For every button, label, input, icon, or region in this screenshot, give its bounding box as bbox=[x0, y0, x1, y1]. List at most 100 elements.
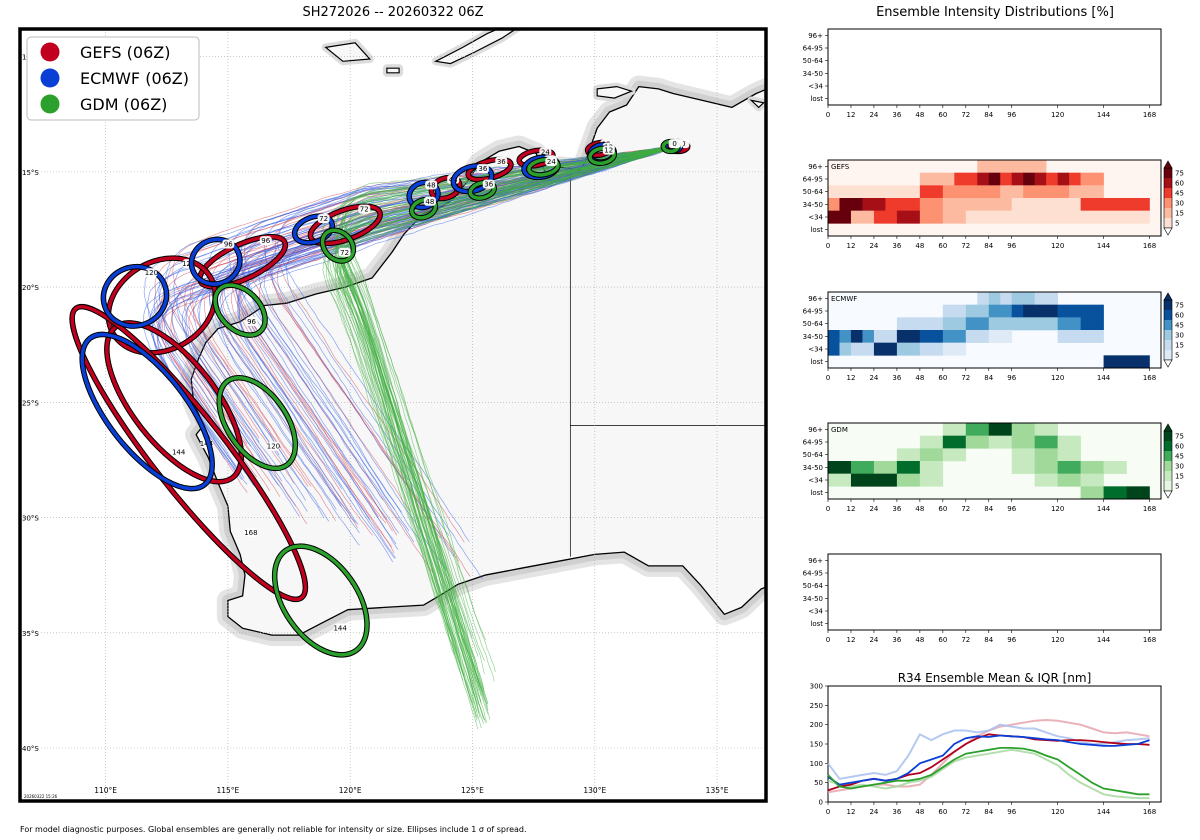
heatmap-cell bbox=[873, 461, 898, 474]
x-tick-label: 0 bbox=[826, 242, 830, 250]
colorbar-tick-label: 60 bbox=[1175, 312, 1184, 320]
r34-y-tick-label: 100 bbox=[810, 760, 823, 768]
heatmap-cell bbox=[896, 210, 921, 224]
ellipse-gdm-144 bbox=[272, 544, 369, 657]
heatmap-cell bbox=[873, 330, 898, 343]
x-tick-label: 24 bbox=[869, 374, 878, 382]
x-tick-label: 12 bbox=[847, 242, 856, 250]
x-tick-label: 24 bbox=[869, 505, 878, 513]
heatmap-cell bbox=[839, 342, 852, 356]
r34-x-tick-label: 144 bbox=[1097, 808, 1111, 816]
heatmap-cell bbox=[1023, 304, 1058, 318]
lon-label: 125°E bbox=[461, 786, 484, 795]
heatmap-cell bbox=[1023, 185, 1070, 199]
heatmap-cell bbox=[942, 342, 967, 356]
x-tick-label: 36 bbox=[892, 636, 901, 644]
colorbar-tick-label: 75 bbox=[1175, 302, 1184, 310]
ensemble-track bbox=[157, 146, 676, 485]
x-tick-label: 144 bbox=[1097, 242, 1111, 250]
y-tick-label: lost bbox=[810, 226, 823, 234]
r34-x-tick-label: 12 bbox=[847, 808, 856, 816]
heatmap-panel-name: GDM bbox=[831, 426, 848, 434]
heatmap-cell bbox=[1034, 448, 1058, 462]
ellipse-label-bg bbox=[338, 247, 351, 257]
x-tick-label: 96 bbox=[1007, 111, 1016, 119]
colorbar-segment bbox=[1164, 330, 1172, 340]
x-tick-label: 72 bbox=[961, 374, 970, 382]
heatmap-cell bbox=[1126, 486, 1150, 500]
heatmap-cell bbox=[1011, 304, 1024, 318]
heatmap-cell bbox=[954, 172, 978, 186]
x-tick-label: 0 bbox=[826, 374, 830, 382]
ellipse-label-bg bbox=[602, 145, 615, 155]
ellipse-hour-label: 0 bbox=[672, 140, 676, 148]
heatmap-cell bbox=[1080, 486, 1104, 500]
ellipse-hour-label: 120 bbox=[182, 260, 195, 268]
heatmap-cell bbox=[1057, 461, 1081, 474]
y-tick-label: 64-95 bbox=[803, 439, 823, 447]
x-tick-label: 84 bbox=[984, 505, 993, 513]
heatmap-cell bbox=[828, 342, 840, 356]
x-tick-label: 96 bbox=[1007, 242, 1016, 250]
ellipse-label-bg bbox=[476, 164, 489, 174]
r34-x-tick-label: 0 bbox=[826, 808, 830, 816]
heatmap-cell bbox=[988, 292, 1001, 305]
heatmap-cell bbox=[1057, 473, 1081, 487]
ellipse-hour-label: 96 bbox=[224, 240, 233, 248]
heatmap-cell bbox=[1034, 435, 1058, 449]
x-tick-label: 84 bbox=[984, 111, 993, 119]
ellipse-label-bg bbox=[267, 441, 280, 451]
colorbar-tick-label: 5 bbox=[1175, 220, 1179, 228]
y-tick-label: lost bbox=[810, 358, 823, 366]
colorbar-tick-label: 60 bbox=[1175, 443, 1184, 451]
heatmap-cell bbox=[965, 317, 990, 331]
ellipse-label-bg bbox=[245, 317, 258, 327]
colorbar-segment bbox=[1164, 188, 1172, 198]
legend-marker-0 bbox=[40, 42, 60, 62]
colorbar-segment bbox=[1164, 481, 1172, 491]
heatmap-cell bbox=[942, 304, 967, 318]
y-tick-label: 96+ bbox=[808, 32, 823, 40]
y-tick-label: 96+ bbox=[808, 557, 823, 565]
heatmap-cell bbox=[988, 172, 1001, 186]
ellipse-hour-label: 96 bbox=[261, 237, 270, 245]
heatmap-cell bbox=[1023, 172, 1035, 186]
colorbar-segment bbox=[1164, 451, 1172, 461]
y-tick-label: <34 bbox=[808, 608, 823, 616]
lon-label: 110°E bbox=[94, 786, 117, 795]
track-map: 0122436487296120144168012243648729612014… bbox=[18, 27, 768, 803]
colorbar-tick-label: 45 bbox=[1175, 453, 1184, 461]
legend-marker-1 bbox=[40, 68, 60, 88]
x-tick-label: 0 bbox=[826, 111, 830, 119]
x-tick-label: 168 bbox=[1143, 505, 1156, 513]
x-tick-label: 84 bbox=[984, 374, 993, 382]
heatmap-cell bbox=[896, 330, 921, 343]
y-tick-label: lost bbox=[810, 489, 823, 497]
heatmap-cell bbox=[1080, 473, 1104, 487]
x-tick-label: 168 bbox=[1143, 374, 1156, 382]
heatmap-cell bbox=[828, 461, 852, 474]
ensemble-track bbox=[341, 146, 676, 720]
heatmap-cell bbox=[828, 210, 852, 224]
ellipse-label-bg bbox=[317, 213, 330, 223]
legend-label-2: GDM (06Z) bbox=[80, 95, 167, 114]
heatmap-frame bbox=[827, 291, 1162, 369]
r34-series-ecmwf-mean bbox=[827, 734, 1150, 786]
y-tick-label: lost bbox=[810, 95, 823, 103]
y-tick-label: 34-50 bbox=[803, 595, 823, 603]
x-tick-label: 12 bbox=[847, 505, 856, 513]
lat-label: 40°S bbox=[22, 745, 39, 753]
x-tick-label: 120 bbox=[1051, 111, 1064, 119]
colorbar-segment bbox=[1164, 350, 1172, 360]
colorbar-segment bbox=[1164, 198, 1172, 208]
colorbar-segment bbox=[1164, 340, 1172, 350]
x-tick-label: 60 bbox=[938, 374, 947, 382]
ellipse-hour-label: 144 bbox=[333, 625, 347, 633]
x-tick-label: 48 bbox=[915, 111, 924, 119]
x-tick-label: 120 bbox=[1051, 505, 1064, 513]
map-title: SH272026 -- 20260322 06Z bbox=[302, 5, 483, 20]
heatmap-cell bbox=[896, 448, 921, 462]
lat-label: 15°S bbox=[22, 169, 39, 177]
